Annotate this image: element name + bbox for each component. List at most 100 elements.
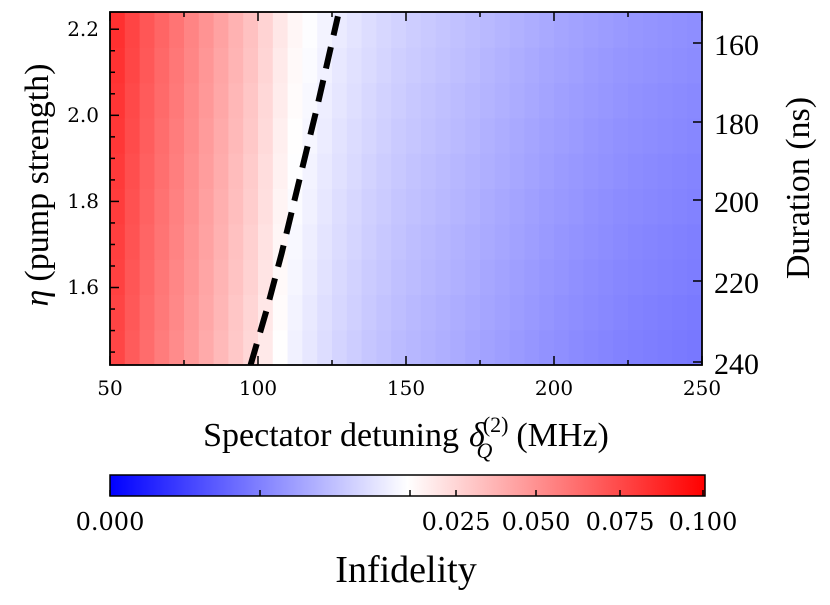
heatmap-cell	[465, 188, 481, 225]
colorbar-title: Infidelity	[335, 549, 476, 591]
heatmap-cell	[420, 188, 437, 225]
heatmap-cell	[361, 329, 377, 365]
heatmap-cell	[642, 329, 659, 365]
heatmap-cell	[272, 82, 289, 119]
x-tick-label: 100	[239, 376, 277, 400]
heatmap-cell	[480, 223, 496, 260]
heatmap-cell	[124, 294, 141, 331]
heatmap-cell	[687, 117, 702, 154]
heatmap-cell	[287, 12, 303, 48]
heatmap-cell	[139, 47, 155, 84]
heatmap-cell	[361, 188, 377, 225]
heatmap-cell	[420, 117, 437, 154]
heatmap-cell	[346, 47, 363, 84]
heatmap-cell	[642, 223, 659, 260]
x-tick-labels: 50 100 150 200 250	[97, 376, 721, 400]
heatmap-cell	[435, 259, 451, 295]
heatmap-cell	[317, 294, 333, 331]
colorbar-tick-label: 0.050	[502, 508, 571, 536]
heatmap-cell	[628, 12, 644, 48]
heatmap-cell	[628, 329, 644, 365]
heatmap-cell	[287, 329, 303, 365]
heatmap-cell	[613, 82, 629, 119]
heatmap-cell	[243, 153, 259, 190]
heatmap-cell	[687, 47, 702, 84]
heatmap-cell	[465, 153, 481, 190]
heatmap-cell	[598, 12, 614, 48]
heatmap-cell	[110, 117, 126, 154]
heatmap-cell	[465, 294, 481, 331]
heatmap-cell	[124, 153, 141, 190]
heatmap-cell	[583, 259, 599, 295]
heatmap-cell	[110, 294, 126, 331]
heatmap-cell	[494, 117, 511, 154]
heatmap-cell	[184, 117, 200, 154]
heatmap-cell	[361, 12, 377, 48]
heatmap-cell	[672, 12, 688, 48]
heatmap-cell	[687, 12, 702, 48]
heatmap-cell	[642, 82, 659, 119]
x-axis-superscript: (2)	[483, 412, 509, 437]
heatmap-cell	[243, 82, 259, 119]
heatmap-cell	[539, 294, 555, 331]
colorbar-ticks	[109, 490, 704, 496]
heatmap-cell	[184, 329, 200, 365]
heatmap-cell	[258, 259, 274, 295]
heatmap-cell	[583, 153, 599, 190]
heatmap-cell	[450, 153, 466, 190]
heatmap-cell	[198, 223, 215, 260]
heatmap	[110, 12, 702, 365]
heatmap-cell	[435, 153, 451, 190]
heatmap-cell	[332, 47, 348, 84]
heatmap-cell	[332, 82, 348, 119]
heatmap-cell	[110, 259, 126, 295]
heatmap-cell	[465, 329, 481, 365]
heatmap-cell	[672, 47, 688, 84]
y-right-tick-labels: 160 180 200 220 240	[714, 29, 759, 381]
heatmap-cell	[613, 47, 629, 84]
heatmap-cell	[628, 47, 644, 84]
heatmap-cell	[154, 188, 170, 225]
heatmap-cell	[184, 188, 200, 225]
heatmap-cell	[287, 47, 303, 84]
heatmap-cell	[554, 294, 570, 331]
heatmap-cell	[494, 153, 511, 190]
y-left-tick-labels: 1.6 1.8 2.0 2.2	[67, 17, 99, 299]
heatmap-cell	[110, 47, 126, 84]
heatmap-cell	[628, 259, 644, 295]
heatmap-cell	[302, 259, 318, 295]
heatmap-cell	[672, 329, 688, 365]
heatmap-cell	[672, 117, 688, 154]
heatmap-cell	[450, 223, 466, 260]
heatmap-cell	[154, 12, 170, 48]
heatmap-cell	[110, 223, 126, 260]
heatmap-cell	[539, 329, 555, 365]
heatmap-cell	[435, 329, 451, 365]
heatmap-cell	[480, 188, 496, 225]
heatmap-cell	[598, 82, 614, 119]
heatmap-cell	[583, 117, 599, 154]
heatmap-cell	[672, 259, 688, 295]
heatmap-cell	[539, 117, 555, 154]
heatmap-cell	[346, 223, 363, 260]
heatmap-cell	[642, 117, 659, 154]
heatmap-cell	[494, 259, 511, 295]
heatmap-cell	[554, 153, 570, 190]
heatmap-cell	[450, 259, 466, 295]
heatmap-cell	[406, 12, 422, 48]
heatmap-cell	[258, 223, 274, 260]
colorbar-tick-label: 0.025	[422, 508, 491, 536]
heatmap-cell	[110, 82, 126, 119]
heatmap-cell	[317, 12, 333, 48]
heatmap-cell	[539, 12, 555, 48]
x-tick-label: 50	[97, 376, 122, 400]
heatmap-cell	[480, 153, 496, 190]
heatmap-cell	[583, 223, 599, 260]
heatmap-cell	[613, 259, 629, 295]
heatmap-cell	[317, 259, 333, 295]
heatmap-cell	[406, 259, 422, 295]
y-left-tick-label: 2.2	[67, 17, 99, 41]
heatmap-cell	[169, 259, 185, 295]
heatmap-cell	[198, 153, 215, 190]
